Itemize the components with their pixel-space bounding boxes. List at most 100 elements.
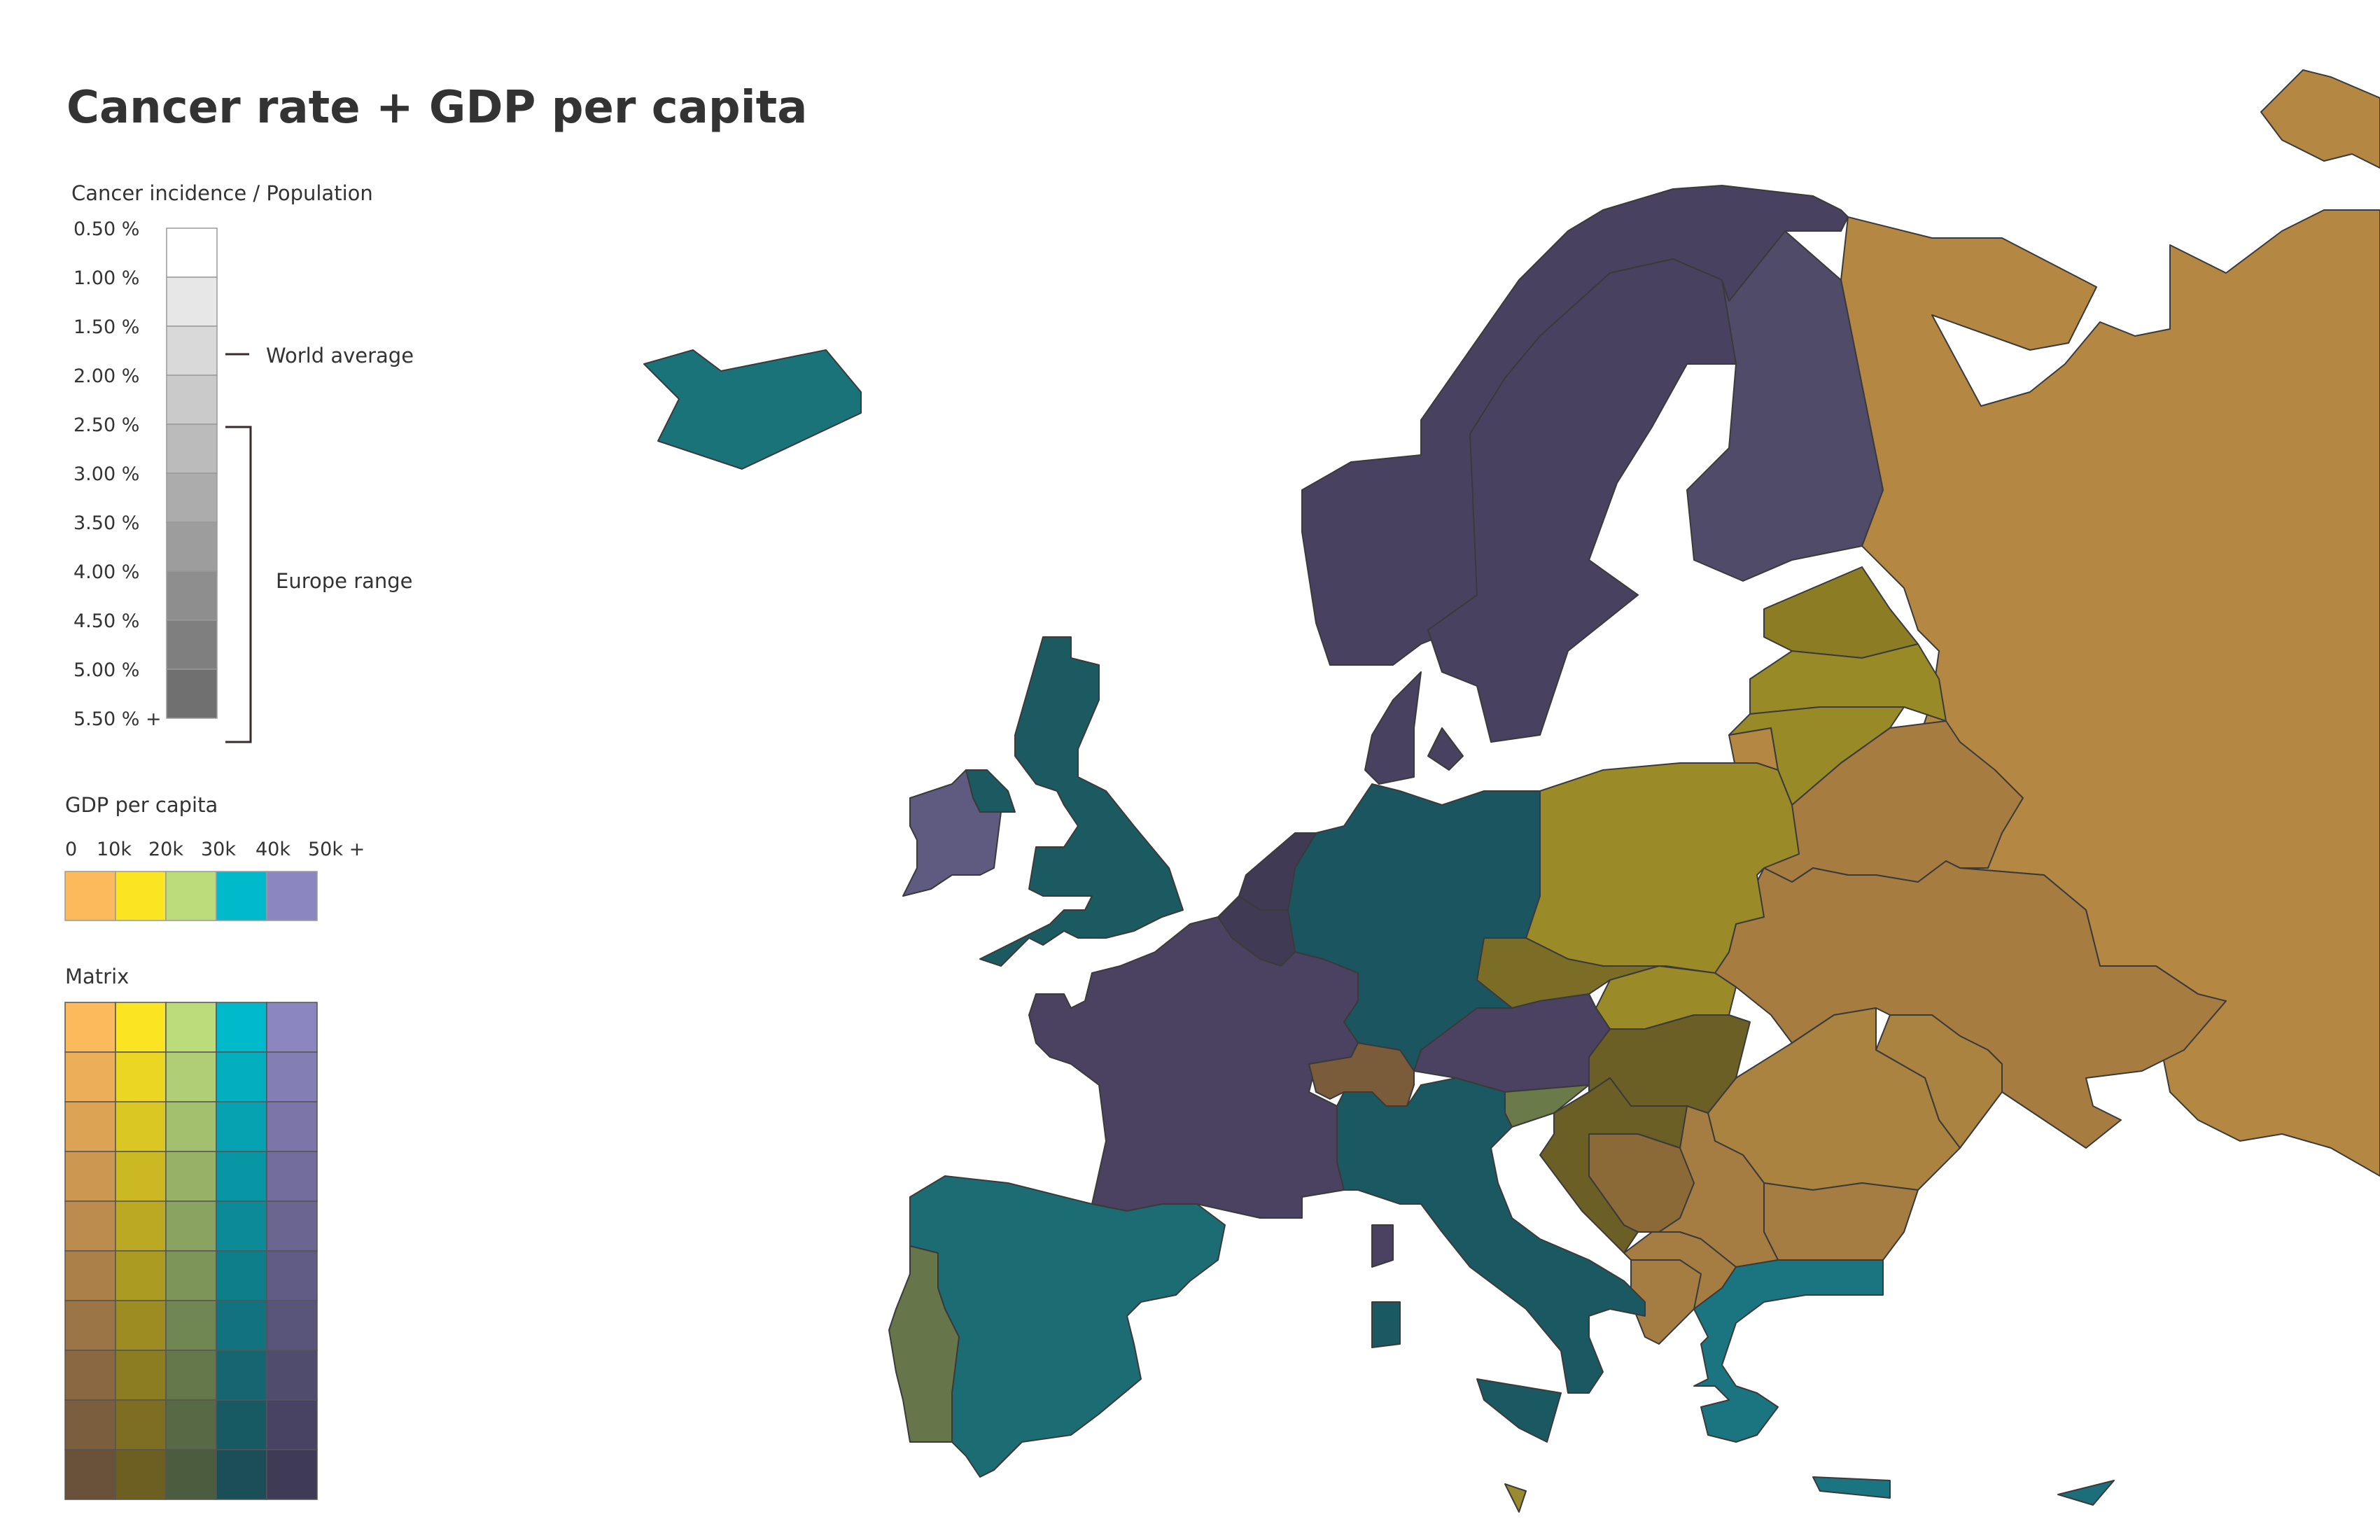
gdp-scale-cell <box>266 871 318 921</box>
matrix-cell <box>216 1449 267 1500</box>
gdp-scale-tick-label: 40k <box>255 839 290 860</box>
matrix-cell <box>216 1151 267 1202</box>
matrix-cell <box>266 1300 318 1351</box>
matrix-cell <box>216 1300 267 1351</box>
matrix-cell <box>165 1200 217 1252</box>
cancer-scale-cell <box>166 522 218 572</box>
matrix-cell <box>115 1002 167 1053</box>
region-estonia <box>1763 566 1919 659</box>
gdp-scale-cell <box>115 871 167 921</box>
region-cyprus <box>2057 1480 2115 1506</box>
matrix-cell <box>64 1151 116 1202</box>
region-portugal <box>888 1245 960 1443</box>
matrix-legend-label: Matrix <box>65 965 129 988</box>
cancer-scale-cell <box>166 668 218 719</box>
region-albania <box>1630 1259 1702 1345</box>
region-spain <box>909 1175 1226 1478</box>
cancer-legend: Cancer incidence / Population 0.50 % 1.00… <box>71 181 414 743</box>
cancer-scale-cell <box>166 620 218 670</box>
cancer-scale-cell <box>166 424 218 474</box>
matrix-cell <box>64 1250 116 1301</box>
region-russia <box>1840 209 2380 1177</box>
cancer-scale-tick-label: 3.50 % <box>74 512 139 534</box>
cancer-scale-tick-label: 1.00 % <box>74 267 139 289</box>
cancer-scale-tick-label: 4.50 % <box>74 610 139 632</box>
matrix-cell <box>115 1300 167 1351</box>
matrix-cell <box>165 1151 217 1202</box>
matrix-cell <box>266 1051 318 1102</box>
gdp-scale-tick-label: 50k + <box>308 839 365 860</box>
gdp-scale-tick-label: 10k <box>97 839 132 860</box>
matrix-cell <box>266 1350 318 1401</box>
matrix-cell <box>266 1250 318 1301</box>
matrix-cell <box>266 1449 318 1500</box>
matrix-cell <box>165 1002 217 1053</box>
region-corsica <box>1371 1224 1394 1268</box>
gdp-scale-tick-label: 20k <box>148 839 183 860</box>
matrix-cell <box>165 1250 217 1301</box>
region-sardinia <box>1371 1301 1401 1348</box>
cancer-scale-tick-label: 4.00 % <box>74 561 139 583</box>
region-iceland <box>643 349 862 470</box>
matrix-cell <box>115 1399 167 1450</box>
matrix-cell <box>64 1449 116 1500</box>
region-malta <box>1504 1483 1527 1513</box>
matrix-cell <box>115 1449 167 1500</box>
matrix-cell <box>266 1151 318 1202</box>
matrix-cell <box>165 1449 217 1500</box>
matrix-cell <box>165 1350 217 1401</box>
gdp-scale-cell <box>216 871 267 921</box>
matrix-cell <box>64 1300 116 1351</box>
matrix-cell <box>165 1101 217 1152</box>
cancer-scale-cell <box>166 570 218 621</box>
matrix-cell <box>115 1151 167 1202</box>
matrix-cell <box>216 1051 267 1102</box>
cancer-scale-tick-label: 1.50 % <box>74 316 139 338</box>
cancer-scale-cell <box>166 374 218 425</box>
europe-range-bracket <box>225 426 252 743</box>
matrix-cell <box>64 1101 116 1152</box>
gdp-scale-ticks: 0 10k 20k 30k 40k 50k + <box>65 839 365 860</box>
gdp-scale-bar <box>64 871 318 921</box>
matrix-cell <box>216 1399 267 1450</box>
region-russia-novaya-zemlya <box>2260 69 2380 169</box>
world-average-label: World average <box>266 344 414 368</box>
matrix-cell <box>115 1200 167 1252</box>
cancer-scale-cell <box>166 276 218 327</box>
cancer-scale-tick-label: 5.50 % + <box>74 708 162 730</box>
region-sicily <box>1476 1378 1562 1443</box>
matrix-cell <box>216 1002 267 1053</box>
cancer-scale-tick-label: 0.50 % <box>74 218 139 240</box>
europe-map <box>643 69 2380 1513</box>
cancer-scale-tick-label: 2.00 % <box>74 365 139 387</box>
region-ireland <box>902 769 1002 897</box>
gdp-scale-cell <box>64 871 116 921</box>
region-denmark <box>1364 671 1422 785</box>
cancer-scale-cell <box>166 472 218 523</box>
region-bosnia <box>1588 1133 1695 1233</box>
region-bulgaria <box>1763 1182 1919 1261</box>
matrix-cell <box>64 1002 116 1053</box>
europe-range-label: Europe range <box>276 569 413 593</box>
matrix-cell <box>266 1101 318 1152</box>
matrix-cell <box>64 1350 116 1401</box>
region-crete <box>1812 1476 1891 1499</box>
matrix-cell <box>115 1250 167 1301</box>
matrix-cell <box>115 1350 167 1401</box>
gdp-legend: GDP per capita 0 10k 20k 30k 40k 50k + <box>64 793 365 921</box>
matrix-cell <box>115 1051 167 1102</box>
cancer-scale-bar <box>166 227 218 719</box>
gdp-legend-label: GDP per capita <box>65 793 218 817</box>
matrix-cell <box>216 1350 267 1401</box>
region-denmark-zealand <box>1427 727 1464 771</box>
matrix-grid <box>64 1002 318 1500</box>
matrix-cell <box>266 1200 318 1252</box>
region-sweden <box>1427 258 1737 743</box>
matrix-cell <box>165 1300 217 1351</box>
cancer-scale-tick-label: 5.00 % <box>74 659 139 681</box>
region-latvia <box>1749 643 1947 722</box>
matrix-cell <box>216 1250 267 1301</box>
region-greece <box>1693 1259 1884 1443</box>
matrix-cell <box>64 1051 116 1102</box>
